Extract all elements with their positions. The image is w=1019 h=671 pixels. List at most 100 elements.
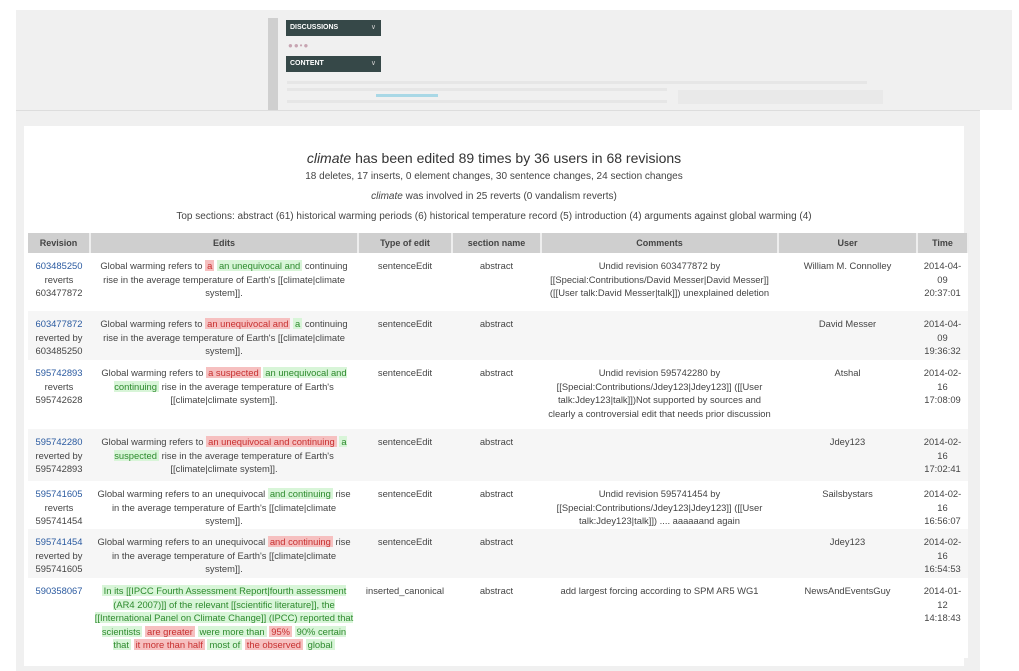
revision-link[interactable]: 595741605 bbox=[35, 488, 83, 499]
inserted-text: were more than bbox=[197, 625, 267, 637]
table-row: 595742280 reverted by 595742893 Global war… bbox=[28, 429, 968, 481]
deleted-text: an unequivocal and bbox=[205, 318, 291, 329]
revert-text: was involved in 25 reverts (0 vandalism … bbox=[402, 191, 617, 202]
comment: add largest forcing according to SPM AR5… bbox=[541, 578, 778, 658]
section-name: abstract bbox=[452, 578, 541, 658]
column-header-comments[interactable]: Comments bbox=[541, 233, 779, 253]
edit-type: sentenceEdit bbox=[358, 429, 452, 481]
table-row: 603477872 reverted by 603485250 Global war… bbox=[28, 311, 968, 360]
column-header-type[interactable]: Type of edit bbox=[358, 233, 453, 253]
title-text: has been edited 89 times by 36 users in … bbox=[351, 150, 682, 166]
section-name: abstract bbox=[452, 529, 541, 578]
revision-link[interactable]: 590358067 bbox=[35, 585, 83, 596]
header-scrollbar[interactable] bbox=[268, 18, 278, 110]
revert-summary: climate was involved in 25 reverts (0 va… bbox=[24, 191, 964, 202]
edit-text: Global warming refers to bbox=[101, 367, 207, 378]
discussions-label: DISCUSSIONS bbox=[290, 24, 339, 31]
related-revision: 595741605 bbox=[35, 563, 83, 574]
deleted-text: a bbox=[205, 260, 215, 271]
revisions-table: Revision Edits Type of edit section name Com… bbox=[28, 233, 969, 658]
section-name: abstract bbox=[452, 429, 541, 481]
inserted-text: global bbox=[305, 639, 335, 650]
revision-link[interactable]: 595741454 bbox=[35, 536, 83, 547]
content-dropdown[interactable]: CONTENT ∨ bbox=[286, 56, 381, 72]
top-sections: Top sections: abstract (61) historical w… bbox=[176, 211, 812, 222]
revert-relation: reverts bbox=[44, 380, 74, 392]
edits-cell: Global warming refers to an unequivocal … bbox=[90, 429, 358, 481]
content-label: CONTENT bbox=[290, 60, 324, 67]
revision-link[interactable]: 595742893 bbox=[35, 367, 83, 378]
table-row: 595741454 reverted by 595741605 Global war… bbox=[28, 529, 968, 578]
edit-type: sentenceEdit bbox=[358, 481, 452, 529]
revision-cell: 595742893 reverts 595742628 bbox=[28, 360, 90, 429]
time: 2014-01-12 14:18:43 bbox=[917, 578, 968, 658]
related-revision: 595742893 bbox=[35, 463, 83, 474]
column-header-time[interactable]: Time bbox=[917, 233, 969, 253]
related-revision: 595742628 bbox=[35, 394, 83, 405]
comment bbox=[541, 429, 778, 481]
deleted-text: it more than half bbox=[133, 639, 205, 650]
related-revision: 603477872 bbox=[35, 287, 83, 298]
pagination-dots: ●●•● bbox=[288, 41, 310, 50]
user: William M. Connolley bbox=[778, 253, 917, 311]
column-header-section[interactable]: section name bbox=[452, 233, 542, 253]
revision-link[interactable]: 595742280 bbox=[35, 436, 83, 447]
deleted-text: are greater bbox=[145, 625, 195, 637]
column-header-edits[interactable]: Edits bbox=[90, 233, 359, 253]
time: 2014-02-16 16:56:07 bbox=[917, 481, 968, 529]
revert-relation: reverted by bbox=[35, 331, 83, 343]
revision-cell: 595741605 reverts 595741454 bbox=[28, 481, 90, 529]
inserted-text: a bbox=[293, 318, 303, 329]
edit-type: sentenceEdit bbox=[358, 360, 452, 429]
inserted-text: an unequivocal and bbox=[216, 260, 303, 271]
comment: Undid revision 595741454 by [[Special:Co… bbox=[541, 481, 778, 529]
column-header-user[interactable]: User bbox=[778, 233, 918, 253]
deleted-text: 95% bbox=[269, 625, 293, 637]
column-header-revision[interactable]: Revision bbox=[28, 233, 91, 253]
time: 2014-02-16 16:54:53 bbox=[917, 529, 968, 578]
revision-cell: 603485250 reverts 603477872 bbox=[28, 253, 90, 311]
table-row: 603485250 reverts 603477872 Global warming… bbox=[28, 253, 968, 311]
revision-link[interactable]: 603477872 bbox=[35, 318, 83, 329]
chevron-down-icon: ∨ bbox=[370, 24, 376, 31]
edit-text: continuing rise in the average temperatu… bbox=[103, 260, 348, 298]
time: 2014-04-09 20:37:01 bbox=[917, 253, 968, 311]
comment bbox=[541, 529, 778, 578]
user: David Messer bbox=[778, 311, 917, 360]
revision-link[interactable]: 603485250 bbox=[35, 260, 83, 271]
edits-cell: In its [[IPCC Fourth Assessment Report|f… bbox=[90, 578, 358, 658]
comment: Undid revision 595742280 by [[Special:Co… bbox=[541, 360, 778, 429]
time: 2014-02-16 17:02:41 bbox=[917, 429, 968, 481]
discussions-dropdown[interactable]: DISCUSSIONS ∨ bbox=[286, 20, 381, 36]
article-name: climate bbox=[306, 150, 352, 166]
blurred-text bbox=[287, 88, 667, 91]
related-revision: 595741454 bbox=[35, 515, 83, 526]
blurred-text bbox=[678, 90, 883, 104]
edits-cell: Global warming refers to an unequivocal … bbox=[90, 529, 358, 578]
edit-text: Global warming refers to bbox=[100, 260, 206, 271]
edit-text: Global warming refers to bbox=[101, 436, 207, 447]
time: 2014-04-09 19:36:32 bbox=[917, 311, 968, 360]
edit-text: continuing rise in the average temperatu… bbox=[103, 318, 348, 356]
blurred-link bbox=[376, 94, 438, 97]
section-name: abstract bbox=[452, 360, 541, 429]
time: 2014-02-16 17:08:09 bbox=[917, 360, 968, 429]
inserted-text: and continuing bbox=[267, 488, 333, 499]
edit-counts: 18 deletes, 17 inserts, 0 element change… bbox=[305, 171, 683, 182]
deleted-text: the observed bbox=[244, 639, 304, 650]
deleted-text: a suspected bbox=[206, 367, 261, 378]
edit-text: Global warming refers to bbox=[100, 318, 206, 329]
page-title: climate has been edited 89 times by 36 u… bbox=[24, 150, 964, 166]
user: Jdey123 bbox=[778, 529, 917, 578]
edits-cell: Global warming refers to a suspected an … bbox=[90, 360, 358, 429]
section-name: abstract bbox=[452, 311, 541, 360]
related-revision: 603485250 bbox=[35, 345, 83, 356]
edit-text: Global warming refers to an unequivocal bbox=[97, 536, 268, 547]
edits-cell: Global warming refers to a an unequivoca… bbox=[90, 253, 358, 311]
edit-text: Global warming refers to an unequivocal bbox=[97, 488, 268, 499]
table-row: 590358067 In its [[IPCC Fourth Assessmen… bbox=[28, 578, 968, 658]
section-name: abstract bbox=[452, 253, 541, 311]
revert-relation: reverts bbox=[44, 501, 74, 513]
edit-type: sentenceEdit bbox=[358, 529, 452, 578]
revision-cell: 595741454 reverted by 595741605 bbox=[28, 529, 90, 578]
